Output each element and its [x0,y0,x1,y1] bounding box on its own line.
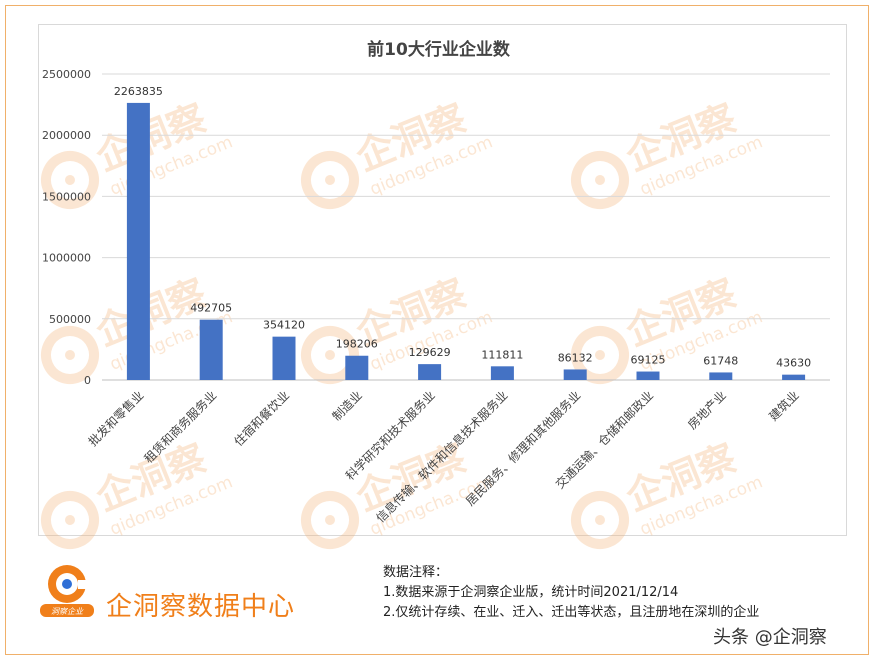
data-label: 61748 [703,354,738,367]
data-label: 492705 [190,302,232,315]
watermark-logo-dot [595,175,605,185]
source-tag: 头条 @企洞察 [713,627,827,648]
x-category-label: 批发和零售业 [85,388,147,450]
data-labels: 2263835 492705 354120 198206 129629 111811 861… [114,85,811,370]
bar [126,102,150,381]
x-category-label: 居民服务、修理和其他服务业 [462,388,583,509]
watermark-logo-icon [41,151,99,209]
watermark-logo-dot [65,175,75,185]
note-scope: 2.仅统计存续、在业、迁入、迁出等状态，且注册地在深圳的企业 [383,605,760,620]
bar [782,374,806,380]
x-category-label: 制造业 [330,388,365,423]
x-category-label: 住宿和餐饮业 [231,388,293,450]
bar [272,336,296,380]
watermark-logo-dot [325,350,335,360]
watermark-logo-dot [65,350,75,360]
watermark-logo-icon [41,491,99,549]
bar [636,371,660,380]
watermark-logo-icon [571,491,629,549]
data-label: 69125 [631,354,666,367]
brand-logo-icon: 洞察企业 [40,565,94,617]
bar [345,355,369,380]
watermark-logo-dot [65,515,75,525]
data-label: 86132 [558,351,593,364]
y-tick-label: 500000 [49,313,91,326]
y-tick-label: 2000000 [42,129,91,142]
x-category-label: 房地产业 [684,388,729,433]
brand-name: 企洞察数据中心 [106,592,296,622]
data-notes: 数据注释： 1.数据来源于企洞察企业版，统计时间2021/12/14 2.仅统计… [383,563,759,623]
data-label: 2263835 [114,85,163,98]
bar [418,364,442,380]
bar [563,369,587,380]
watermark-logo-icon [571,326,629,384]
bar [199,319,223,380]
y-tick-label: 0 [84,374,91,387]
data-label: 43630 [776,357,811,370]
chart-title: 前10大行业企业数 [367,40,510,60]
watermark-logo-icon [571,151,629,209]
data-label: 198206 [336,338,378,351]
bar [709,372,733,380]
watermark-logo-dot [325,515,335,525]
watermark-logo-icon [301,151,359,209]
logo-badge-text: 洞察企业 [51,607,84,616]
watermark-logo-icon [301,326,359,384]
y-axis-ticks: 0 500000 1000000 1500000 2000000 2500000 [42,68,91,387]
data-label: 129629 [409,346,451,359]
bars [126,102,806,381]
y-tick-label: 2500000 [42,68,91,81]
x-category-label: 建筑业 [766,388,802,424]
watermark-logo-icon [301,491,359,549]
watermark-logo-dot [595,515,605,525]
data-label: 354120 [263,319,305,332]
y-tick-label: 1500000 [42,190,91,203]
bar [490,366,514,380]
watermark-logo-icon [41,326,99,384]
gridlines [102,73,830,381]
notes-title: 数据注释： [383,565,449,580]
note-source: 1.数据来源于企洞察企业版，统计时间2021/12/14 [383,585,679,600]
y-tick-label: 1000000 [42,252,91,265]
watermark-logo-dot [325,175,335,185]
chart-area [38,24,847,536]
data-label: 111811 [481,348,523,361]
watermark-logo-dot [595,350,605,360]
